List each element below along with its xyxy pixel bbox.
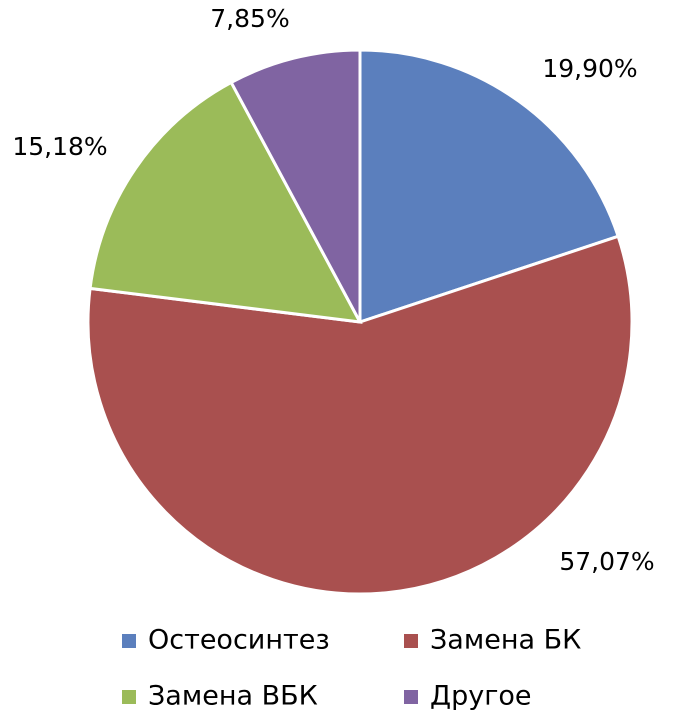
data-label: 7,85%	[210, 4, 289, 33]
data-label: 19,90%	[542, 54, 637, 83]
legend-label: Замена БК	[430, 625, 581, 656]
legend-swatch	[404, 690, 418, 704]
data-label: 57,07%	[559, 547, 654, 576]
legend-label: Остеосинтез	[148, 625, 330, 656]
pie-slice	[229, 48, 362, 323]
legend-label: Другое	[430, 681, 532, 712]
pie-slice	[88, 80, 363, 324]
legend-swatch	[404, 634, 418, 648]
pie-slice	[86, 234, 634, 596]
legend-swatch	[122, 634, 136, 648]
legend-label: Замена ВБК	[148, 681, 318, 712]
legend-swatch	[122, 690, 136, 704]
pie-slice	[358, 48, 621, 325]
data-label: 15,18%	[12, 132, 107, 161]
